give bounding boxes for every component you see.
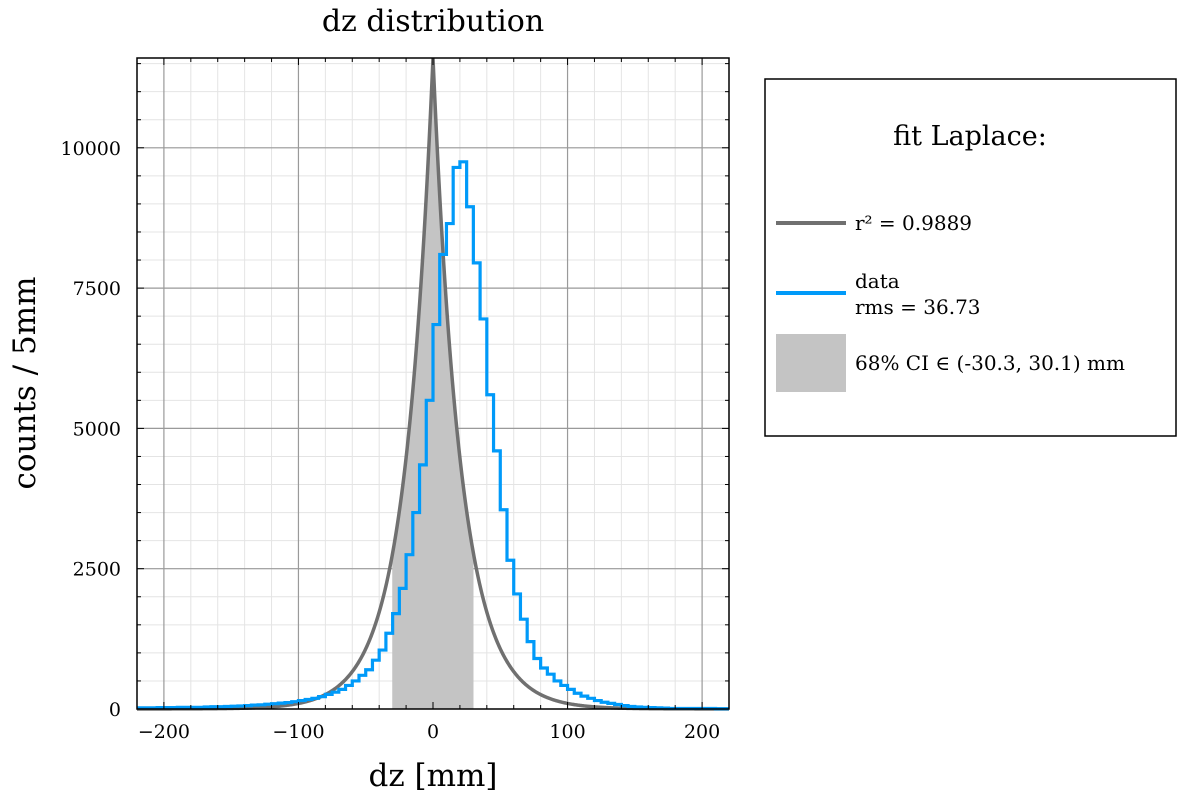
x-tick-label: 100 xyxy=(549,721,585,743)
chart-title: dz distribution xyxy=(322,4,544,39)
y-tick-label: 0 xyxy=(109,699,121,721)
y-tick-label: 10000 xyxy=(61,138,121,160)
legend-fit-label: r² = 0.9889 xyxy=(855,211,972,235)
x-tick-label: 0 xyxy=(427,721,439,743)
data-histogram xyxy=(137,160,729,711)
tick-marks xyxy=(136,58,730,710)
y-tick-label: 7500 xyxy=(73,278,121,300)
legend-data-label: data xyxy=(855,269,900,293)
x-axis-label: dz [mm] xyxy=(368,758,497,794)
x-tick-label: 200 xyxy=(684,721,720,743)
legend-ci-swatch xyxy=(776,334,846,392)
legend-data-rms: rms = 36.73 xyxy=(855,295,981,319)
y-tick-label: 2500 xyxy=(73,559,121,581)
legend-title: fit Laplace: xyxy=(893,121,1047,152)
legend: fit Laplace: r² = 0.9889 data rms = 36.7… xyxy=(764,78,1177,437)
y-tick-label: 5000 xyxy=(73,418,121,440)
x-tick-label: −100 xyxy=(272,721,324,743)
x-tick-label: −200 xyxy=(138,721,190,743)
histogram-layer xyxy=(137,160,729,711)
y-tick-labels: 0 2500 5000 7500 10000 xyxy=(61,138,121,721)
x-tick-labels: −200 −100 0 100 200 xyxy=(138,721,720,743)
legend-ci-label: 68% CI ∈ (-30.3, 30.1) mm xyxy=(855,351,1125,375)
y-axis-label: counts / 5mm xyxy=(7,277,43,490)
